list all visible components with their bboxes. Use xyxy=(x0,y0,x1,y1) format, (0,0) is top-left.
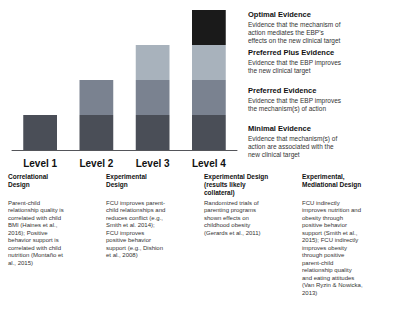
svg-text:2015); FCU indirectly: 2015); FCU indirectly xyxy=(302,237,358,243)
svg-text:Correlational: Correlational xyxy=(8,173,48,180)
svg-text:shown effects on: shown effects on xyxy=(204,215,249,221)
svg-text:relationship quality: relationship quality xyxy=(302,267,352,273)
svg-text:et al., 2008): et al., 2008) xyxy=(106,252,138,258)
svg-text:Evidence that mechanism(s) of: Evidence that mechanism(s) of xyxy=(248,135,337,143)
svg-text:and eating attitudes: and eating attitudes xyxy=(302,275,354,281)
svg-text:support (e.g., Dishion: support (e.g., Dishion xyxy=(106,245,163,251)
svg-text:Mediational Design: Mediational Design xyxy=(302,181,361,189)
svg-text:Level 1: Level 1 xyxy=(23,158,57,169)
svg-text:improves nutrition and: improves nutrition and xyxy=(302,207,361,213)
svg-text:parent-child: parent-child xyxy=(302,260,333,266)
svg-text:Preferred Evidence: Preferred Evidence xyxy=(248,86,316,95)
svg-text:Minimal Evidence: Minimal Evidence xyxy=(248,124,311,133)
svg-text:Evidence that the EBP improves: Evidence that the EBP improves xyxy=(248,97,342,105)
svg-text:(Van Ryzin & Nowicka,: (Van Ryzin & Nowicka, xyxy=(302,282,363,288)
svg-text:Level 3: Level 3 xyxy=(136,158,170,169)
svg-text:positive behavior: positive behavior xyxy=(302,222,347,228)
svg-text:obesity through: obesity through xyxy=(302,215,343,221)
svg-text:support (Smith et al.,: support (Smith et al., xyxy=(302,230,358,236)
svg-text:2013): 2013) xyxy=(302,290,317,296)
svg-text:the new clinical target: the new clinical target xyxy=(248,67,311,75)
svg-text:effects on the new clinical ta: effects on the new clinical target xyxy=(248,37,341,45)
svg-text:(results likely: (results likely xyxy=(204,181,246,189)
svg-text:Randomized trials of: Randomized trials of xyxy=(204,200,259,206)
svg-text:child relationships and: child relationships and xyxy=(106,207,165,213)
svg-text:action mediates the EBP's: action mediates the EBP's xyxy=(248,29,324,36)
svg-text:relationship quality is: relationship quality is xyxy=(8,207,64,213)
svg-text:Experimental Design: Experimental Design xyxy=(204,173,268,181)
svg-text:Parent-child: Parent-child xyxy=(8,200,40,206)
svg-text:reduces conflict (e.g.,: reduces conflict (e.g., xyxy=(106,215,163,221)
svg-text:childhood obesity: childhood obesity xyxy=(204,222,250,228)
svg-text:correlated with child: correlated with child xyxy=(8,215,61,221)
svg-text:behavior support is: behavior support is xyxy=(8,237,59,243)
svg-text:Preferred Plus Evidence: Preferred Plus Evidence xyxy=(248,48,334,57)
svg-text:Level 2: Level 2 xyxy=(79,158,113,169)
svg-text:improves obesity: improves obesity xyxy=(302,245,347,251)
svg-text:correlated with child: correlated with child xyxy=(8,245,61,251)
svg-text:(Gerards et al., 2011): (Gerards et al., 2011) xyxy=(204,230,261,236)
svg-text:positive behavior: positive behavior xyxy=(106,237,151,243)
svg-text:FCU indirectly: FCU indirectly xyxy=(302,200,340,206)
svg-text:Evidence that the EBP improves: Evidence that the EBP improves xyxy=(248,59,342,67)
svg-text:action are associated with the: action are associated with the xyxy=(248,143,334,150)
svg-text:the mechanism(s) of action: the mechanism(s) of action xyxy=(248,105,326,113)
svg-text:al., 2015): al., 2015) xyxy=(8,260,33,266)
svg-text:Design: Design xyxy=(106,181,128,189)
svg-text:through positive: through positive xyxy=(302,252,345,258)
svg-text:Evidence that the mechanism of: Evidence that the mechanism of xyxy=(248,21,341,28)
svg-text:BMI (Haines et al.,: BMI (Haines et al., xyxy=(8,222,58,228)
svg-text:new clinical target: new clinical target xyxy=(248,151,300,159)
svg-text:Level 4: Level 4 xyxy=(192,158,226,169)
svg-text:FCU improves parent-: FCU improves parent- xyxy=(106,200,165,206)
svg-text:Design: Design xyxy=(8,181,30,189)
svg-text:collateral): collateral) xyxy=(204,189,235,197)
svg-text:2016); Positive: 2016); Positive xyxy=(8,230,48,236)
svg-text:Experimental,: Experimental, xyxy=(302,173,345,181)
svg-text:nutrition (Montaño et: nutrition (Montaño et xyxy=(8,252,63,258)
svg-text:Experimental: Experimental xyxy=(106,173,147,181)
svg-text:parenting programs: parenting programs xyxy=(204,207,256,213)
svg-text:Smith et al. 2014);: Smith et al. 2014); xyxy=(106,222,155,228)
svg-text:FCU improves: FCU improves xyxy=(106,230,144,236)
svg-text:Optimal Evidence: Optimal Evidence xyxy=(248,10,311,19)
